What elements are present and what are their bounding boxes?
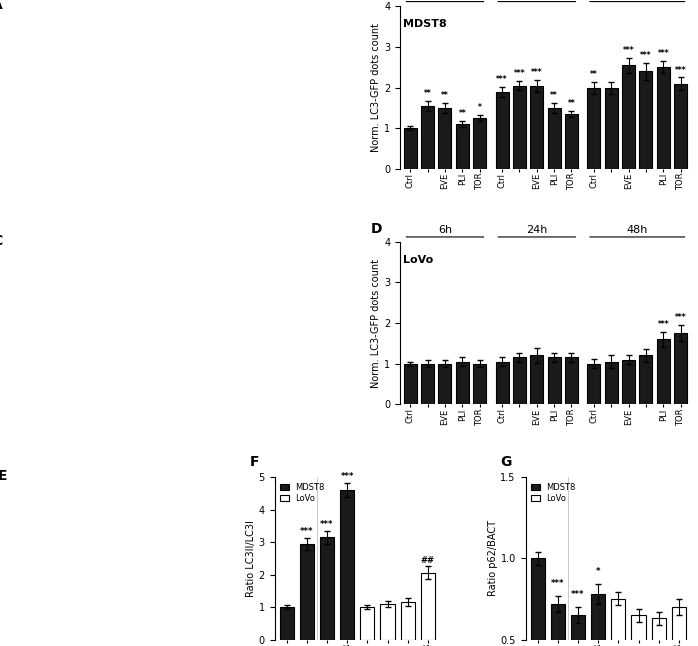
Text: ***: *** [675, 66, 686, 75]
Text: **: ** [441, 91, 449, 100]
Bar [657, 339, 670, 404]
Bar [674, 333, 687, 404]
Text: G: G [500, 455, 512, 469]
Text: ***: *** [623, 46, 634, 55]
Text: *: * [596, 567, 600, 576]
Text: ***: *** [658, 49, 669, 58]
Bar [299, 544, 314, 640]
Text: ***: *** [496, 75, 508, 84]
Bar [605, 88, 618, 169]
Text: **: ** [459, 109, 466, 118]
Text: MDST8: MDST8 [403, 19, 447, 30]
Text: LoVo: LoVo [403, 255, 433, 265]
Bar [320, 537, 334, 640]
Bar [473, 364, 486, 404]
Text: 48h: 48h [627, 225, 648, 235]
Bar [530, 85, 543, 169]
Text: ***: *** [675, 313, 686, 322]
Bar [456, 124, 469, 169]
Bar [380, 604, 394, 640]
Y-axis label: Norm. LC3-GFP dots count: Norm. LC3-GFP dots count [371, 23, 381, 152]
Bar [548, 108, 560, 169]
Bar [639, 72, 653, 169]
Bar [456, 362, 469, 404]
Bar [605, 362, 618, 404]
Bar [639, 355, 653, 404]
Text: D: D [371, 222, 383, 236]
Bar [404, 128, 417, 169]
Text: **: ** [567, 99, 575, 108]
Bar [672, 607, 686, 646]
Bar [421, 106, 434, 169]
Bar [530, 355, 543, 404]
Text: C: C [0, 234, 3, 247]
Y-axis label: Ratio p62/BACT: Ratio p62/BACT [488, 521, 498, 596]
Bar [674, 83, 687, 169]
Text: E: E [0, 469, 8, 483]
Bar [401, 602, 415, 640]
Text: ##: ## [421, 556, 435, 565]
Bar [496, 92, 509, 169]
Bar [588, 364, 600, 404]
Y-axis label: Ratio LC3II/LC3I: Ratio LC3II/LC3I [246, 520, 255, 597]
Bar [438, 108, 452, 169]
Bar [632, 615, 646, 646]
Bar [611, 599, 625, 646]
Text: **: ** [424, 89, 431, 98]
Bar [591, 594, 605, 646]
Text: ***: *** [551, 579, 565, 588]
Bar [551, 604, 565, 646]
Text: ***: *** [531, 68, 542, 77]
Bar [473, 118, 486, 169]
Text: ***: *** [658, 320, 669, 329]
Text: ***: *** [300, 527, 313, 536]
Bar [530, 558, 544, 646]
Text: ***: *** [571, 590, 585, 599]
Legend: MDST8, LoVo: MDST8, LoVo [530, 481, 577, 505]
Text: ***: *** [320, 520, 334, 529]
Text: F: F [250, 455, 259, 469]
Bar [280, 607, 294, 640]
Legend: MDST8, LoVo: MDST8, LoVo [279, 481, 327, 505]
Text: *: * [477, 103, 482, 112]
Bar [421, 364, 434, 404]
Bar [565, 114, 578, 169]
Text: **: ** [590, 70, 598, 79]
Bar [421, 573, 435, 640]
Text: A: A [0, 0, 3, 12]
Bar [438, 364, 452, 404]
Bar [565, 357, 578, 404]
Y-axis label: Norm. LC3-GFP dots count: Norm. LC3-GFP dots count [371, 258, 381, 388]
Bar [496, 362, 509, 404]
Bar [622, 360, 635, 404]
Text: ***: *** [640, 52, 652, 61]
Text: 6h: 6h [438, 225, 452, 235]
Bar [513, 357, 526, 404]
Text: ***: *** [514, 69, 526, 78]
Bar [652, 618, 666, 646]
Bar [548, 357, 560, 404]
Text: B: B [371, 0, 381, 1]
Bar [404, 364, 417, 404]
Bar [571, 615, 585, 646]
Bar [622, 65, 635, 169]
Text: **: ** [550, 91, 558, 100]
Bar [588, 88, 600, 169]
Bar [657, 67, 670, 169]
Bar [360, 607, 374, 640]
Bar [340, 490, 355, 640]
Text: 24h: 24h [526, 225, 547, 235]
Bar [513, 85, 526, 169]
Text: ***: *** [341, 472, 354, 481]
